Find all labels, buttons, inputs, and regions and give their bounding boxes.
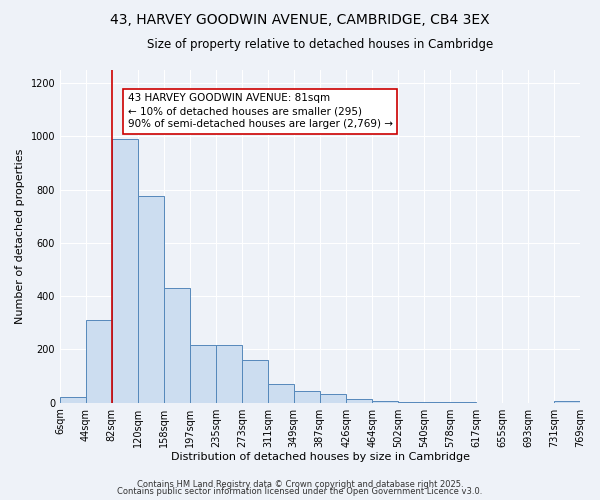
Bar [242,360,268,403]
Bar [190,346,216,403]
Bar [112,139,138,402]
Bar [346,398,372,402]
Bar [320,394,346,402]
Bar [60,398,86,402]
X-axis label: Distribution of detached houses by size in Cambridge: Distribution of detached houses by size … [170,452,470,462]
Bar [164,288,190,403]
Text: 43, HARVEY GOODWIN AVENUE, CAMBRIDGE, CB4 3EX: 43, HARVEY GOODWIN AVENUE, CAMBRIDGE, CB… [110,12,490,26]
Text: Contains public sector information licensed under the Open Government Licence v3: Contains public sector information licen… [118,487,482,496]
Y-axis label: Number of detached properties: Number of detached properties [15,148,25,324]
Bar [216,346,242,403]
Bar [268,384,294,402]
Text: 43 HARVEY GOODWIN AVENUE: 81sqm
← 10% of detached houses are smaller (295)
90% o: 43 HARVEY GOODWIN AVENUE: 81sqm ← 10% of… [128,93,392,130]
Title: Size of property relative to detached houses in Cambridge: Size of property relative to detached ho… [147,38,493,51]
Bar [138,196,164,402]
Bar [86,320,112,402]
Text: Contains HM Land Registry data © Crown copyright and database right 2025.: Contains HM Land Registry data © Crown c… [137,480,463,489]
Bar [294,390,320,402]
